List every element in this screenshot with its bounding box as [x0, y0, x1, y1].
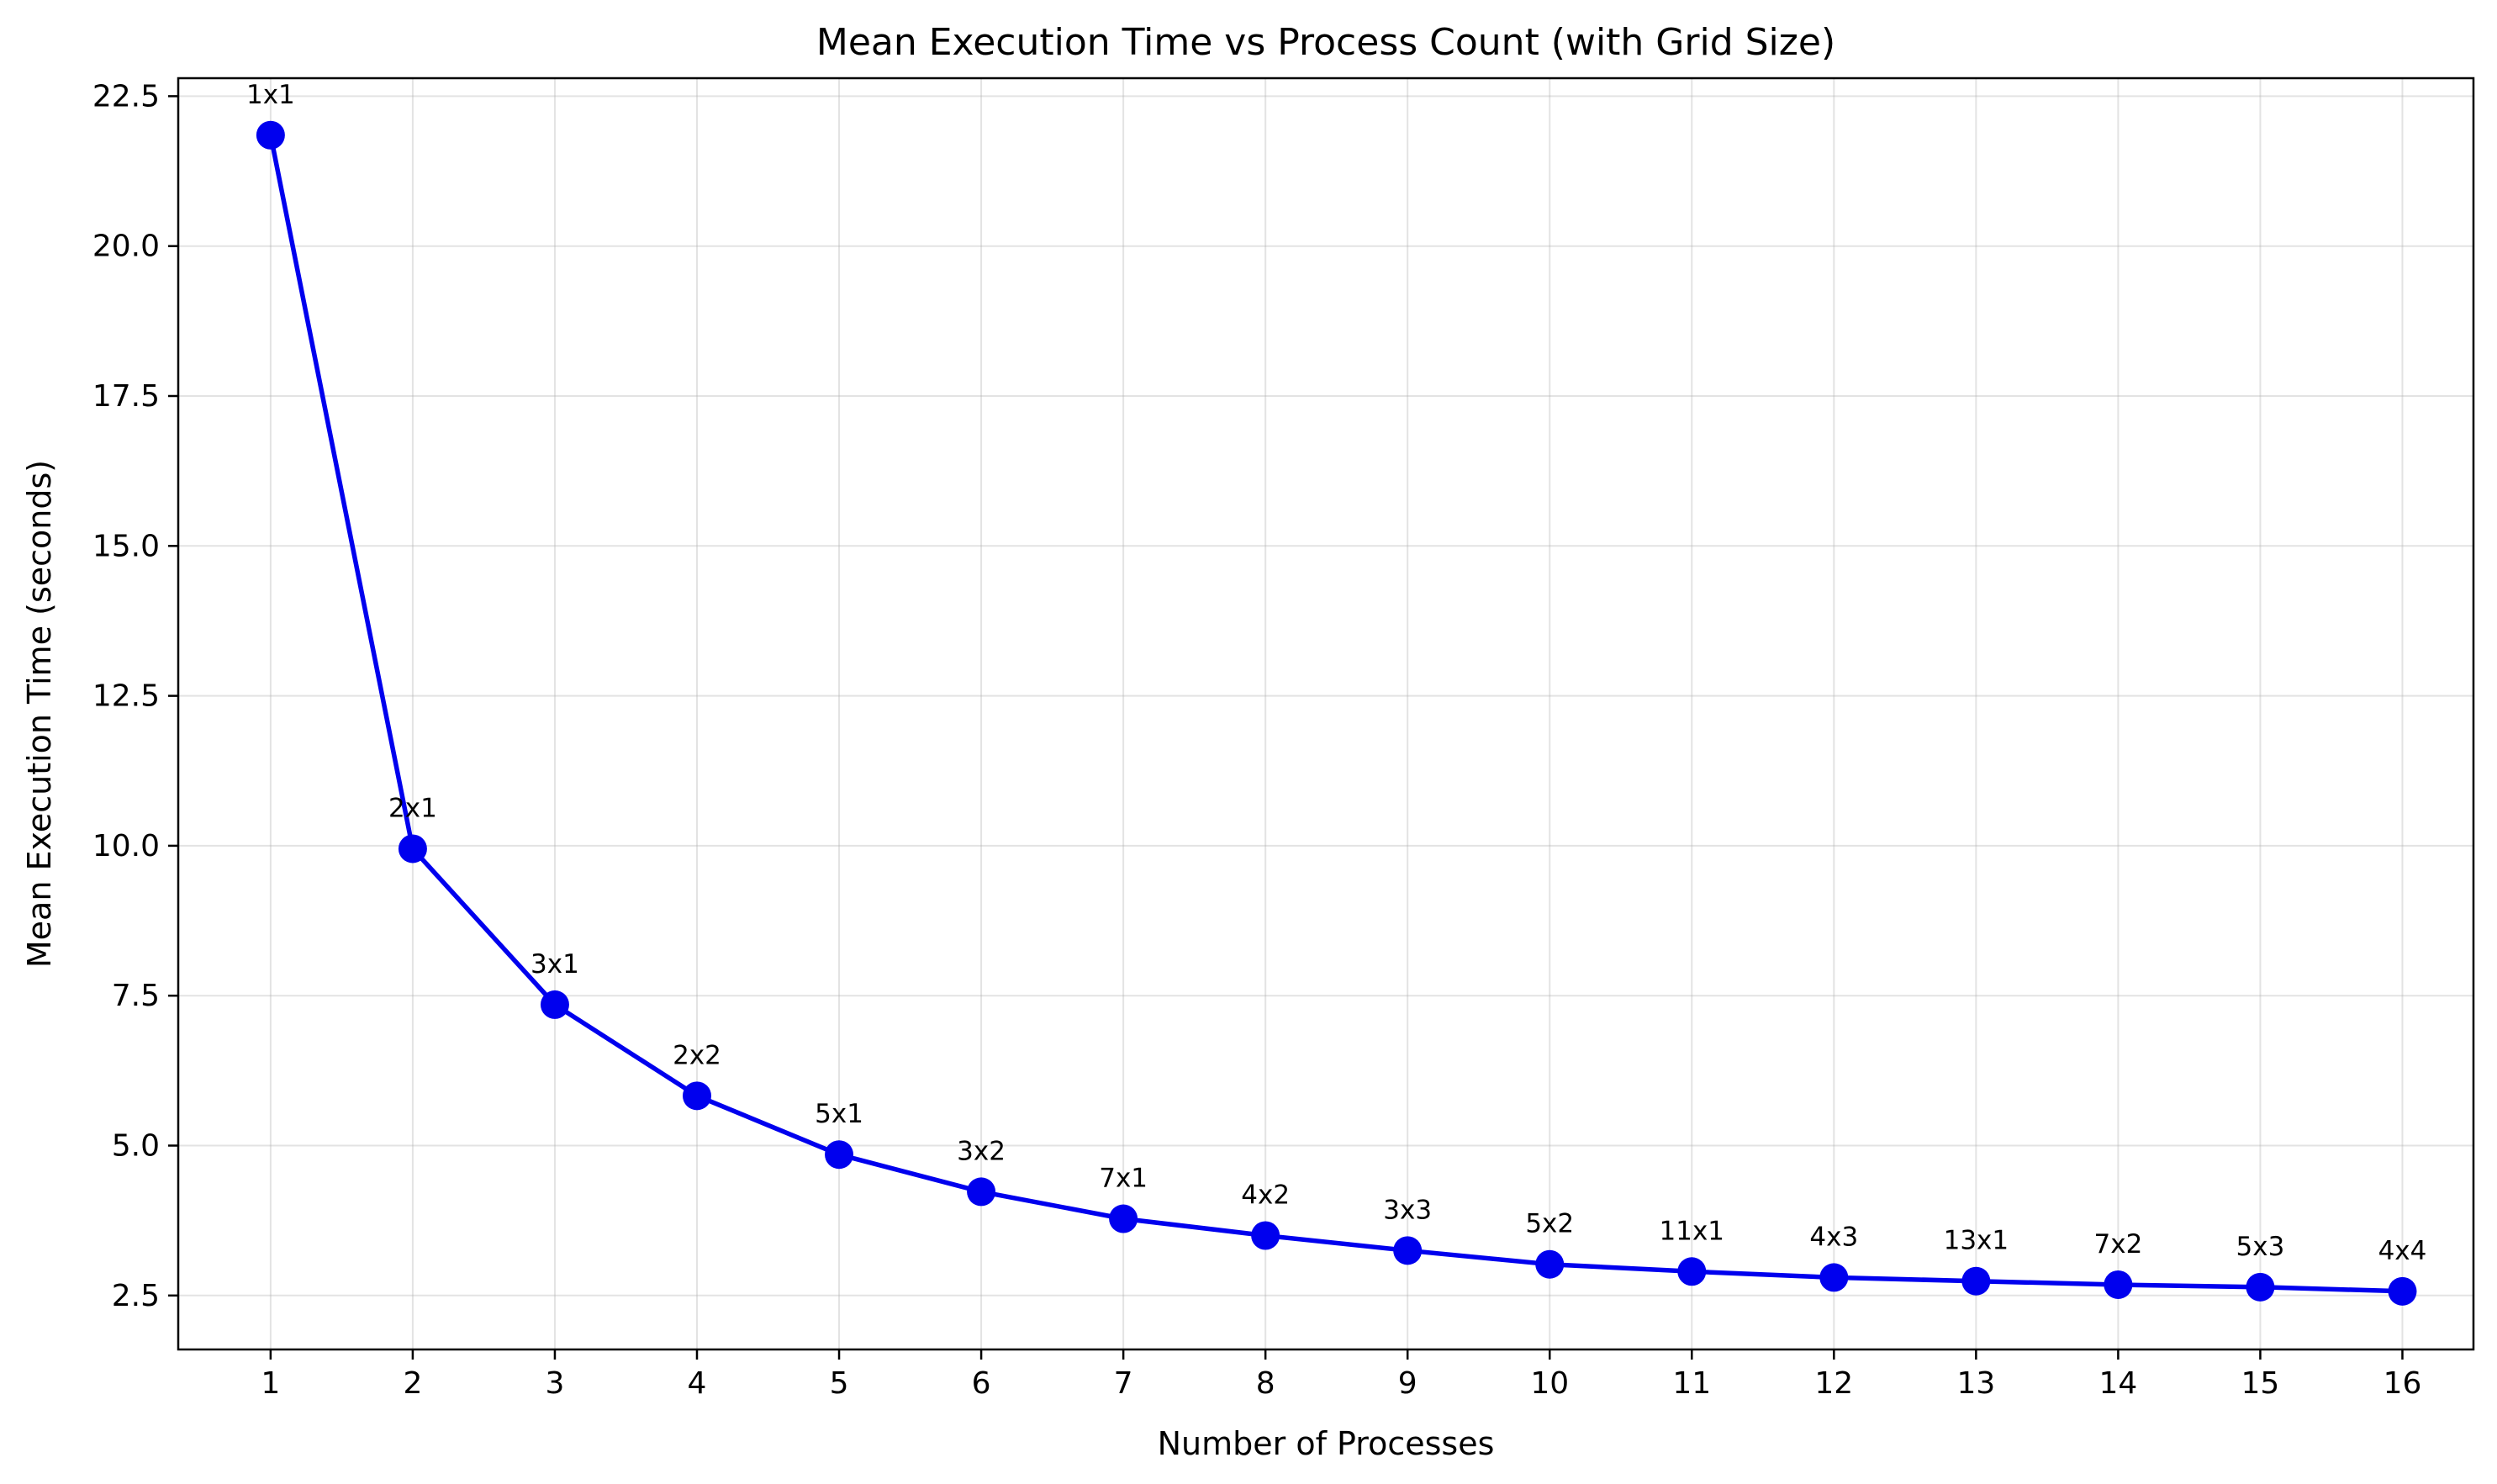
y-tick-label: 15.0	[92, 529, 160, 563]
data-point	[256, 120, 285, 150]
y-tick-label: 20.0	[92, 230, 160, 264]
point-label-layer: 1x1 2x1 3x1 2x2 5x1 3x2 7x1 4x2 3x3 5x2 11x1 4x3 13x…	[246, 80, 2426, 1266]
x-tick-label: 10	[1530, 1366, 1569, 1401]
x-tick-label: 5	[830, 1366, 849, 1401]
data-point-label: 7x1	[1099, 1164, 1148, 1194]
data-point	[1961, 1266, 1991, 1296]
x-tick-label: 9	[1398, 1366, 1417, 1401]
data-point	[825, 1140, 854, 1170]
x-tick-label: 4	[688, 1366, 707, 1401]
x-tick-label: 3	[546, 1366, 565, 1401]
data-point	[1393, 1236, 1423, 1265]
data-point-label: 13x1	[1944, 1226, 2009, 1256]
y-tick-label: 2.5	[112, 1279, 160, 1313]
data-point-label: 4x2	[1241, 1180, 1290, 1210]
x-tick-label: 13	[1956, 1366, 1995, 1401]
data-point	[682, 1081, 711, 1111]
y-axis-label: Mean Execution Time (seconds)	[21, 460, 58, 968]
data-point-label: 11x1	[1660, 1216, 1725, 1246]
data-point-label: 3x2	[957, 1136, 1006, 1166]
plot-frame	[177, 77, 2475, 1351]
data-point-label: 7x2	[2094, 1229, 2143, 1260]
data-point-label: 5x2	[1525, 1209, 1574, 1239]
x-tick-label: 12	[1814, 1366, 1853, 1401]
data-point	[2246, 1272, 2275, 1302]
x-axis-label: Number of Processes	[1158, 1425, 1495, 1462]
data-point	[2104, 1270, 2133, 1299]
x-tick-label: 14	[2098, 1366, 2137, 1401]
y-tick-label: 22.5	[92, 79, 160, 114]
x-tick-label: 11	[1672, 1366, 1711, 1401]
data-point-label: 5x3	[2236, 1232, 2285, 1262]
tick-layer: 1 2 3 4 5 6 7 8 9 10 11 12 13 14 15 162.55.07.510.012.5…	[92, 79, 2422, 1401]
x-tick-label: 8	[1256, 1366, 1275, 1401]
data-point-label: 5x1	[815, 1099, 863, 1129]
data-point	[1535, 1249, 1565, 1279]
x-tick-label: 1	[261, 1366, 280, 1401]
data-point	[967, 1177, 996, 1207]
data-point	[1677, 1257, 1707, 1286]
data-point	[1251, 1221, 1280, 1250]
y-tick-label: 7.5	[112, 979, 160, 1013]
x-tick-label: 2	[403, 1366, 422, 1401]
y-tick-label: 17.5	[92, 379, 160, 414]
x-tick-label: 6	[972, 1366, 991, 1401]
data-point	[398, 834, 427, 863]
x-tick-label: 7	[1114, 1366, 1133, 1401]
chart-title: Mean Execution Time vs Process Count (wi…	[816, 21, 1835, 64]
data-point-label: 4x3	[1809, 1222, 1858, 1252]
data-point	[540, 990, 569, 1019]
series-layer	[256, 120, 2417, 1306]
x-tick-label: 16	[2384, 1366, 2422, 1401]
x-tick-label: 15	[2241, 1366, 2280, 1401]
y-tick-label: 12.5	[92, 679, 160, 714]
data-point-label: 3x1	[531, 949, 579, 980]
data-point-label: 3x3	[1383, 1195, 1432, 1225]
data-point	[2388, 1276, 2417, 1306]
data-point-label: 2x1	[388, 793, 437, 823]
y-tick-label: 5.0	[112, 1129, 160, 1164]
grid-layer	[178, 78, 2473, 1349]
y-tick-label: 10.0	[92, 829, 160, 863]
series-line	[268, 135, 2403, 1294]
data-point	[1819, 1263, 1849, 1292]
data-point-label: 4x4	[2378, 1236, 2427, 1266]
data-point	[1109, 1204, 1138, 1233]
data-point-label: 1x1	[246, 80, 295, 110]
data-point-label: 2x2	[673, 1040, 721, 1070]
